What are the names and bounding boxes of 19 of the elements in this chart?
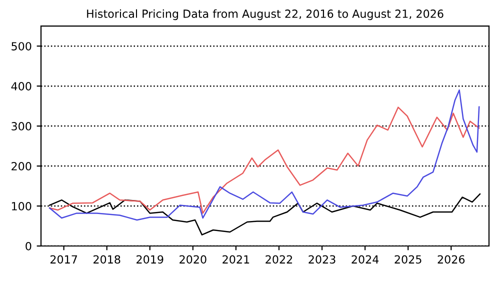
chart-title: Historical Pricing Data from August 22, 2016 to August 21, 2026: [87, 9, 444, 20]
x-tick-label: 2018: [94, 255, 120, 264]
x-tick-label: 2023: [308, 255, 336, 264]
y-tick-label: 500: [12, 42, 32, 50]
y-tick-label: 200: [12, 162, 32, 170]
line-series: [48, 106, 480, 214]
x-tick-label: 2020: [180, 255, 206, 264]
x-tick-label: 2025: [394, 255, 422, 264]
y-tick-label: 300: [12, 122, 32, 130]
x-tick-label: 2022: [266, 255, 292, 264]
x-tick-label: 2021: [222, 255, 250, 264]
x-tick-label: 2024: [352, 255, 379, 264]
y-tick-label: 400: [11, 82, 32, 90]
y-tick-label: 0: [26, 242, 32, 250]
y-tick-label: 100: [12, 202, 32, 210]
x-tick-label: 2026: [438, 255, 465, 264]
x-tick-label: 2017: [50, 255, 77, 264]
x-tick-label: 2019: [136, 255, 164, 264]
line-series: [48, 89, 480, 221]
